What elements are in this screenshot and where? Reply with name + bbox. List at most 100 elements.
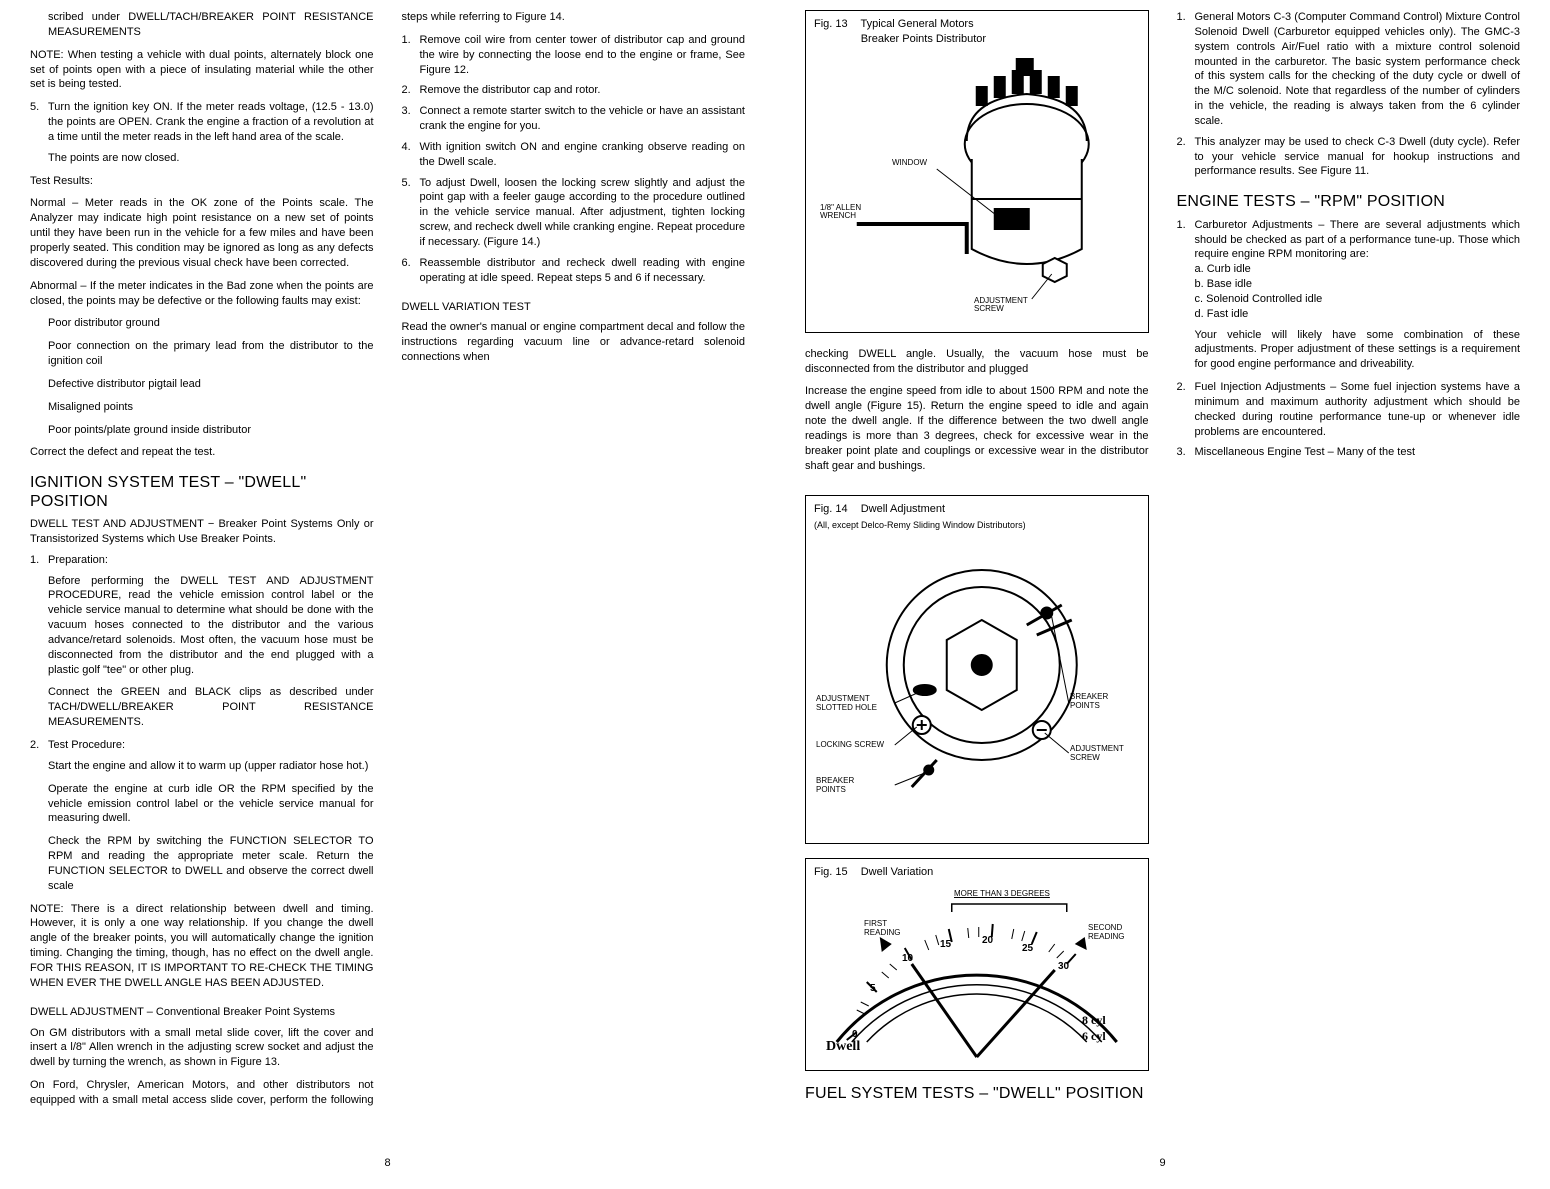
n: 1. xyxy=(402,33,420,78)
dadj-gm: On GM distributors with a small metal sl… xyxy=(30,1026,374,1071)
num: 1. xyxy=(30,553,48,568)
f1: 1.General Motors C-3 (Computer Command C… xyxy=(1177,10,1521,129)
page-left: scribed under DWELL/TACH/BREAKER POINT R… xyxy=(0,0,775,1189)
para: scribed under DWELL/TACH/BREAKER POINT R… xyxy=(48,10,374,40)
prep: 1. Preparation: xyxy=(30,553,374,568)
dwell-label: Dwell xyxy=(826,1040,860,1055)
abnormal: Abnormal – If the meter indicates in the… xyxy=(30,279,374,309)
e1a: a. Curb idle xyxy=(1195,263,1251,275)
e1t: Carburetor Adjustments – There are sever… xyxy=(1195,219,1521,261)
h-ignition: IGNITION SYSTEM TEST – "DWELL" POSITION xyxy=(30,474,374,511)
lbl-bp-r: BREAKER POINTS xyxy=(1070,693,1108,710)
note-rel: NOTE: There is a direct relationship bet… xyxy=(30,902,374,991)
fig13-art: WINDOW 1/8" ALLEN WRENCH ADJUSTMENT SCRE… xyxy=(814,49,1140,324)
e3: 3.Miscellaneous Engine Test – Many of th… xyxy=(1177,445,1521,460)
proc-b: Operate the engine at curb idle OR the R… xyxy=(48,782,374,827)
lbl-more3: MORE THAN 3 DEGREES xyxy=(954,890,1050,898)
lbl-bp-l: BREAKER POINTS xyxy=(816,777,854,794)
fault2: Poor connection on the primary lead from… xyxy=(48,339,374,369)
n20: 20 xyxy=(982,936,993,947)
increase-p: Increase the engine speed from idle to a… xyxy=(805,384,1149,473)
lbl-wrench: 1/8" ALLEN WRENCH xyxy=(820,204,861,221)
w2: WRENCH xyxy=(820,211,856,220)
proc-c: Check the RPM by switching the FUNCTION … xyxy=(48,834,374,893)
fig13-t1: Typical General Motors xyxy=(861,18,974,30)
lbl-adjscrew: ADJUSTMENT SCREW xyxy=(1070,745,1124,762)
n5: 5 xyxy=(870,984,876,995)
fig13-num: Fig. 13 xyxy=(814,18,848,30)
cyl6: 6 cyl xyxy=(1082,1030,1106,1043)
n: 4. xyxy=(402,140,420,170)
figure-14: Fig. 14 Dwell Adjustment (All, except De… xyxy=(805,495,1149,844)
figure-15: Fig. 15 Dwell Variation xyxy=(805,858,1149,1071)
prep-b: Connect the GREEN and BLACK clips as des… xyxy=(48,685,374,730)
fault5: Poor points/plate ground inside distribu… xyxy=(48,423,374,438)
num: 2. xyxy=(30,738,48,753)
n: 6. xyxy=(402,256,420,286)
lbl-second: SECOND READING xyxy=(1088,924,1124,941)
s5: 5.To adjust Dwell, loosen the locking sc… xyxy=(402,176,746,250)
n10: 10 xyxy=(902,954,913,965)
dwell-intro: DWELL TEST AND ADJUSTMENT − Breaker Poin… xyxy=(30,517,374,547)
text: Preparation: xyxy=(48,553,374,568)
a2: SCREW xyxy=(974,304,1004,313)
lbl-first: FIRST READING xyxy=(864,920,900,937)
s6: 6.Reassemble distributor and recheck dwe… xyxy=(402,256,746,286)
s2: 2.Remove the distributor cap and rotor. xyxy=(402,83,746,98)
num: 5. xyxy=(30,100,48,145)
left-columns: scribed under DWELL/TACH/BREAKER POINT R… xyxy=(30,10,745,1120)
e1-post: Your vehicle will likely have some combi… xyxy=(1195,328,1521,373)
proc-a: Start the engine and allow it to warm up… xyxy=(48,759,374,774)
fig14-t: Dwell Adjustment xyxy=(861,503,945,515)
e2: 2.Fuel Injection Adjustments – Some fuel… xyxy=(1177,380,1521,439)
page-number-right: 9 xyxy=(775,1156,1550,1171)
fig15-num: Fig. 15 xyxy=(814,866,848,878)
proc: 2. Test Procedure: xyxy=(30,738,374,753)
t: Reassemble distributor and recheck dwell… xyxy=(420,256,746,286)
figure-13: Fig. 13 Typical General Motors Fig. 13 B… xyxy=(805,10,1149,333)
fig14-sub: (All, except Delco-Remy Sliding Window D… xyxy=(814,519,1140,531)
t: Fuel Injection Adjustments – Some fuel i… xyxy=(1195,380,1521,439)
normal: Normal – Meter reads in the OK zone of t… xyxy=(30,196,374,270)
dvar-p: Read the owner's manual or engine compar… xyxy=(402,320,746,365)
b4: POINTS xyxy=(1070,701,1100,710)
dadj-head: DWELL ADJUSTMENT – Conventional Breaker … xyxy=(30,1005,374,1020)
e1b: b. Base idle xyxy=(1195,278,1252,290)
a2: SCREW xyxy=(1070,753,1100,762)
t: Miscellaneous Engine Test – Many of the … xyxy=(1195,445,1521,460)
n: 2. xyxy=(1177,380,1195,439)
b2: POINTS xyxy=(816,785,846,794)
n25: 25 xyxy=(1022,944,1033,955)
fig13-t2: Breaker Points Distributor xyxy=(861,33,986,45)
t: Remove the distributor cap and rotor. xyxy=(420,83,746,98)
page-number-left: 8 xyxy=(0,1156,775,1171)
t: With ignition switch ON and engine crank… xyxy=(420,140,746,170)
s3: 3.Connect a remote starter switch to the… xyxy=(402,104,746,134)
n: 2. xyxy=(1177,135,1195,180)
text: Test Procedure: xyxy=(48,738,374,753)
fig14-num: Fig. 14 xyxy=(814,503,848,515)
fig14-art: ADJUSTMENT SLOTTED HOLE LOCKING SCREW BR… xyxy=(814,535,1140,835)
lbl-window: WINDOW xyxy=(892,159,927,167)
note-dual: NOTE: When testing a vehicle with dual p… xyxy=(30,48,374,93)
fig15-t: Dwell Variation xyxy=(861,866,934,878)
h-engine: ENGINE TESTS – "RPM" POSITION xyxy=(1177,193,1521,211)
s2: READING xyxy=(1088,932,1124,941)
t: Connect a remote starter switch to the v… xyxy=(420,104,746,134)
s4: 4.With ignition switch ON and engine cra… xyxy=(402,140,746,170)
e1d: d. Fast idle xyxy=(1195,308,1249,320)
item-5b: The points are now closed. xyxy=(48,151,374,166)
correct: Correct the defect and repeat the test. xyxy=(30,445,374,460)
h-fuel: FUEL SYSTEM TESTS – "DWELL" POSITION xyxy=(805,1085,1149,1103)
fault4: Misaligned points xyxy=(48,400,374,415)
fault1: Poor distributor ground xyxy=(48,316,374,331)
t: To adjust Dwell, loosen the locking scre… xyxy=(420,176,746,250)
h2: SLOTTED HOLE xyxy=(816,703,877,712)
t: Carburetor Adjustments – There are sever… xyxy=(1195,218,1521,322)
right-columns: Fig. 13 Typical General Motors Fig. 13 B… xyxy=(805,10,1520,1120)
e1c: c. Solenoid Controlled idle xyxy=(1195,293,1323,305)
fault3: Defective distributor pigtail lead xyxy=(48,377,374,392)
n: 2. xyxy=(402,83,420,98)
e1: 1. Carburetor Adjustments – There are se… xyxy=(1177,218,1521,322)
n: 5. xyxy=(402,176,420,250)
